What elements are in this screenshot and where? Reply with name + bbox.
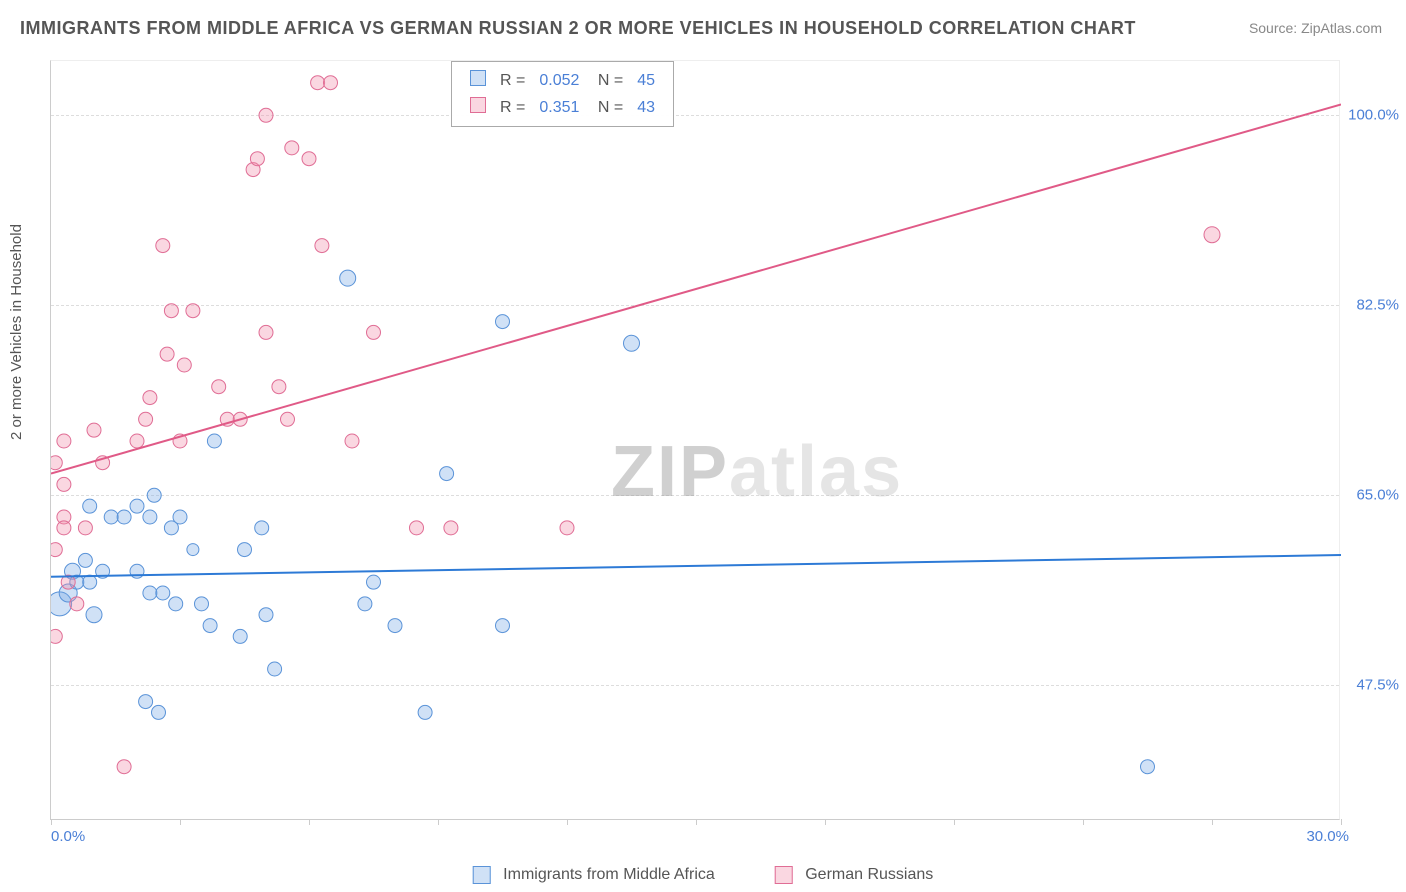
legend-label-1: Immigrants from Middle Africa: [503, 866, 715, 883]
legend-item-2: German Russians: [775, 866, 934, 884]
stat-legend-row-1: R = 0.052 N = 45: [464, 68, 661, 93]
bottom-legend: Immigrants from Middle Africa German Rus…: [473, 866, 934, 884]
y-tick-label: 65.0%: [1356, 487, 1399, 504]
stat-n-label: N =: [587, 68, 629, 93]
stat-n-label: N =: [587, 95, 629, 120]
plot-area: 47.5%65.0%82.5%100.0% ZIPatlas R = 0.052…: [50, 60, 1340, 820]
source-label: Source: ZipAtlas.com: [1249, 20, 1382, 36]
stat-r-value-1: 0.052: [533, 68, 585, 93]
x-axis-min-label: 0.0%: [51, 828, 85, 845]
stat-r-label: R =: [494, 68, 531, 93]
chart-container: IMMIGRANTS FROM MIDDLE AFRICA VS GERMAN …: [0, 0, 1406, 892]
y-tick-label: 47.5%: [1356, 677, 1399, 694]
stat-r-label: R =: [494, 95, 531, 120]
chart-svg: [51, 61, 1341, 821]
stat-legend-row-2: R = 0.351 N = 43: [464, 95, 661, 120]
x-axis-max-label: 30.0%: [1306, 828, 1349, 845]
stat-legend: R = 0.052 N = 45 R = 0.351 N = 43: [451, 61, 674, 127]
stat-swatch-1: [470, 70, 486, 86]
y-axis-label: 2 or more Vehicles in Household: [8, 224, 25, 440]
y-tick-label: 82.5%: [1356, 297, 1399, 314]
legend-item-1: Immigrants from Middle Africa: [473, 866, 715, 884]
stat-swatch-2: [470, 97, 486, 113]
legend-swatch-1: [473, 866, 491, 884]
y-tick-label: 100.0%: [1348, 107, 1399, 124]
stat-n-value-1: 45: [631, 68, 661, 93]
stat-n-value-2: 43: [631, 95, 661, 120]
chart-title: IMMIGRANTS FROM MIDDLE AFRICA VS GERMAN …: [20, 18, 1136, 39]
legend-label-2: German Russians: [805, 866, 933, 883]
legend-swatch-2: [775, 866, 793, 884]
stat-r-value-2: 0.351: [533, 95, 585, 120]
